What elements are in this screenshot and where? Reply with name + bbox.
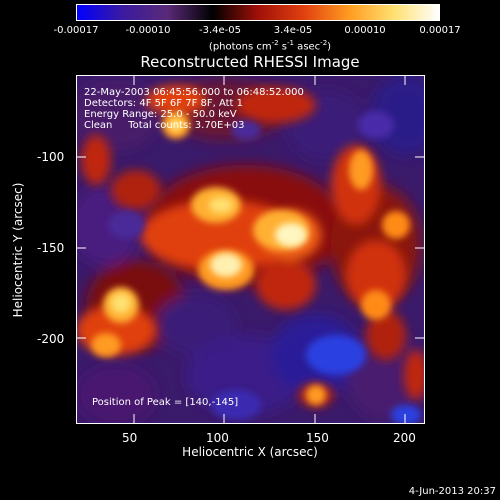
hxr-image: [76, 75, 425, 424]
colorbar-tick-label: 3.4e-05: [273, 25, 313, 36]
y-tick-label: -200: [37, 332, 65, 346]
y-axis-title: Heliocentric Y (arcsec): [11, 182, 25, 318]
image-plot: 22-May-2003 06:45:56.000 to 06:48:52.000…: [76, 75, 425, 424]
colorbar-tick-label: -3.4e-05: [199, 25, 241, 36]
plot-title: Reconstructed RHESSI Image: [140, 53, 360, 71]
y-tick-label: -150: [37, 241, 65, 255]
y-tick-label: -100: [37, 150, 65, 164]
colorbar-units: (photons cm-2 s-1 asec-2): [208, 39, 332, 53]
colorbar-tick-label: 0.00017: [419, 25, 461, 36]
info-energy-range: Energy Range: 25.0 - 50.0 keV: [84, 109, 237, 120]
colorbar: [76, 4, 440, 21]
x-tick-label: 50: [122, 431, 138, 445]
x-tick-label: 100: [206, 431, 229, 445]
x-tick-label: 150: [306, 431, 329, 445]
colorbar-tick-label: 0.00010: [344, 25, 386, 36]
info-detectors: Detectors: 4F 5F 6F 7F 8F, Att 1: [84, 98, 244, 109]
x-tick-label: 200: [393, 431, 416, 445]
info-time-range: 22-May-2003 06:45:56.000 to 06:48:52.000: [84, 87, 304, 98]
colorbar-tick-label: -0.00010: [125, 25, 171, 36]
info-clean-counts: Clean Total counts: 3.70E+03: [84, 120, 245, 131]
peak-position: Position of Peak = [140,-145]: [92, 397, 239, 408]
footer-date: 4-Jun-2013 20:37: [408, 486, 496, 497]
colorbar-tick-label: -0.00017: [53, 25, 99, 36]
x-axis-title: Heliocentric X (arcsec): [182, 445, 318, 459]
